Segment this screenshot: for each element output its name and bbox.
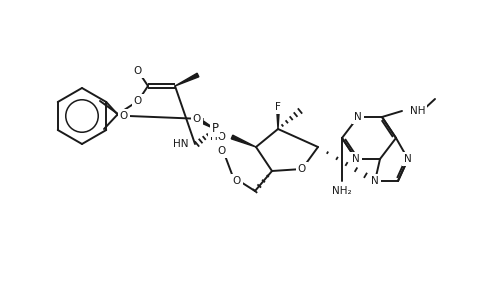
Text: NH₂: NH₂ (332, 186, 351, 196)
Polygon shape (231, 135, 256, 147)
Polygon shape (175, 73, 198, 86)
Text: O: O (134, 96, 142, 106)
Text: O: O (134, 66, 142, 76)
Polygon shape (195, 117, 214, 129)
Text: O: O (120, 111, 128, 121)
Text: N: N (370, 176, 378, 186)
Text: F: F (275, 102, 281, 112)
Text: N: N (403, 154, 411, 164)
Text: P: P (211, 123, 218, 135)
Text: N: N (351, 154, 359, 164)
Text: NH: NH (409, 106, 425, 116)
Text: HO: HO (209, 132, 225, 142)
Text: HN: HN (173, 139, 188, 149)
Text: O: O (232, 176, 240, 186)
Text: O: O (297, 164, 306, 174)
Text: O: O (217, 146, 225, 156)
Polygon shape (276, 107, 279, 129)
Text: O: O (192, 114, 201, 124)
Text: N: N (353, 112, 361, 122)
